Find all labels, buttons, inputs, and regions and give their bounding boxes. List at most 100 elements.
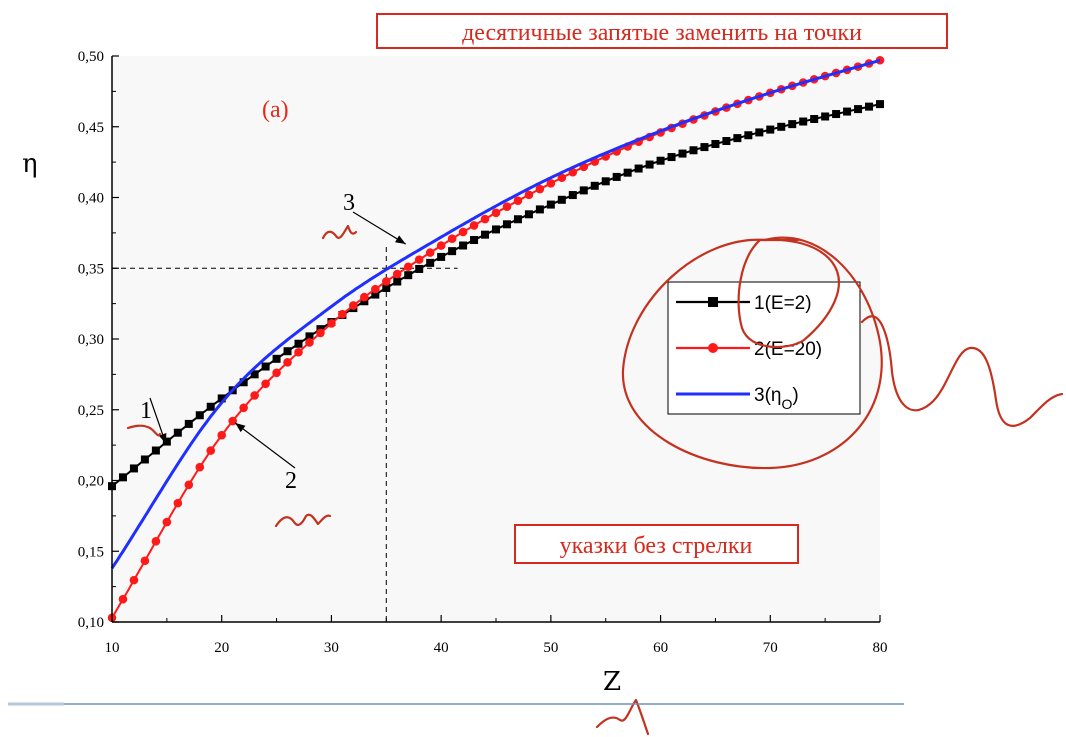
series-1-marker <box>755 128 764 137</box>
series-1-marker <box>744 131 753 140</box>
series-2-marker <box>513 196 523 206</box>
series-1-marker <box>535 205 544 214</box>
series-1-marker <box>151 446 160 455</box>
series-1-marker <box>118 473 127 482</box>
reference-lines <box>112 247 458 622</box>
series-1-marker <box>700 143 709 152</box>
series-2-marker <box>436 241 446 250</box>
x-tick-label: 10 <box>105 640 120 656</box>
series-layer <box>107 55 885 623</box>
series-2-marker <box>327 319 336 328</box>
ink-squiggle-near-z <box>595 698 650 736</box>
series-1-marker <box>272 354 281 363</box>
series-2-marker <box>502 202 512 211</box>
series-2-marker <box>305 338 314 347</box>
note-middle: указки без стрелки <box>514 524 799 564</box>
series-1-marker <box>557 195 566 204</box>
series-2-marker <box>250 391 259 400</box>
series-2-marker <box>195 462 205 472</box>
series-2-marker <box>469 221 479 230</box>
callout-label-3: 3 <box>343 190 355 216</box>
series-1-marker <box>140 455 149 464</box>
series-1-marker <box>711 139 720 148</box>
legend: 1(E=2)2(E=20)3(ηO) <box>667 281 861 415</box>
series-2-marker <box>316 328 325 338</box>
legend-label-subscript: O <box>781 396 792 412</box>
series-2-marker <box>360 292 369 302</box>
note-top-text: десятичные запятые заменить на точки <box>462 20 862 46</box>
series-1-marker <box>865 102 874 111</box>
ink-small-circle <box>737 238 840 349</box>
y-tick-label: 0,45 <box>78 120 104 136</box>
series-2-marker <box>568 167 578 177</box>
tick-layer: 10 20 30 40 50 60 70 80 0,10 0,15 0,20 0,25 0,30 0,35… <box>78 49 888 656</box>
legend-label-1: 1(E=2) <box>754 293 812 314</box>
x-tick-label: 50 <box>543 640 558 656</box>
x-tick-label: 70 <box>763 640 778 656</box>
series-2-marker <box>206 446 216 455</box>
ink-circle-legend <box>621 236 883 470</box>
x-tick-label: 60 <box>653 640 668 656</box>
callout-arrow-2 <box>234 422 296 469</box>
series-1-marker <box>854 105 863 114</box>
curve-callouts: 1 2 3 <box>140 190 406 494</box>
series-2-marker <box>151 537 161 546</box>
series-1-marker <box>448 247 457 256</box>
series-2-marker <box>129 575 139 585</box>
series-1-marker <box>239 378 248 387</box>
legend-marker-1 <box>708 297 718 307</box>
series-1-marker <box>524 210 533 219</box>
series-1-marker <box>294 339 303 348</box>
series-2-marker <box>261 379 270 389</box>
series-2-marker <box>217 430 227 440</box>
series-2-marker <box>381 277 391 286</box>
legend-label-suffix: ) <box>792 385 798 406</box>
series-1-marker <box>261 362 270 371</box>
series-1-marker <box>634 164 643 173</box>
y-tick-label: 0,10 <box>78 615 104 631</box>
note-middle-box <box>514 524 799 564</box>
ink-squiggle-near-3 <box>321 224 358 240</box>
y-tick-label: 0,15 <box>78 544 104 560</box>
series-1-marker <box>129 464 138 473</box>
callout-arrowhead-3 <box>395 235 406 245</box>
series-2-marker <box>338 309 347 319</box>
series-2-marker <box>118 594 128 604</box>
callout-label-1: 1 <box>140 398 152 424</box>
ink-wave-right <box>860 315 1064 427</box>
ink-squiggle-near-2 <box>274 513 332 528</box>
series-2-marker <box>349 301 358 310</box>
series-2-marker <box>228 416 237 426</box>
series-1-marker <box>612 172 621 181</box>
callout-arrowhead-2 <box>235 422 246 433</box>
panel-label: (a) <box>262 97 289 123</box>
series-1-marker <box>371 290 380 299</box>
series-1-marker <box>162 437 171 446</box>
series-1-marker <box>777 122 786 131</box>
series-1-marker <box>766 125 775 134</box>
series-2-marker <box>184 480 194 490</box>
note-top: десятичные запятые заменить на точки <box>376 13 948 49</box>
x-tick-label: 40 <box>434 640 449 656</box>
series-2-marker <box>162 517 172 527</box>
series-2-marker <box>414 255 424 264</box>
series-2-marker <box>294 347 303 357</box>
series-2-marker <box>239 403 248 413</box>
series-1-marker <box>832 110 841 119</box>
series-1-marker <box>810 114 819 123</box>
series-1-marker <box>206 402 215 411</box>
y-tick-label: 0,25 <box>78 403 104 419</box>
series-2-marker <box>535 184 545 194</box>
series-2-marker <box>447 234 457 244</box>
legend-label-2: 2(E=20) <box>754 339 822 360</box>
series-1-marker <box>250 370 259 379</box>
x-tick-label: 30 <box>324 640 339 656</box>
series-1-marker <box>590 181 599 190</box>
x-tick-label: 80 <box>873 640 888 656</box>
series-1-marker <box>426 258 435 267</box>
series-1-marker <box>459 241 468 250</box>
series-1-marker <box>678 149 687 158</box>
series-1-marker <box>623 168 632 177</box>
series-1-marker <box>656 156 665 165</box>
